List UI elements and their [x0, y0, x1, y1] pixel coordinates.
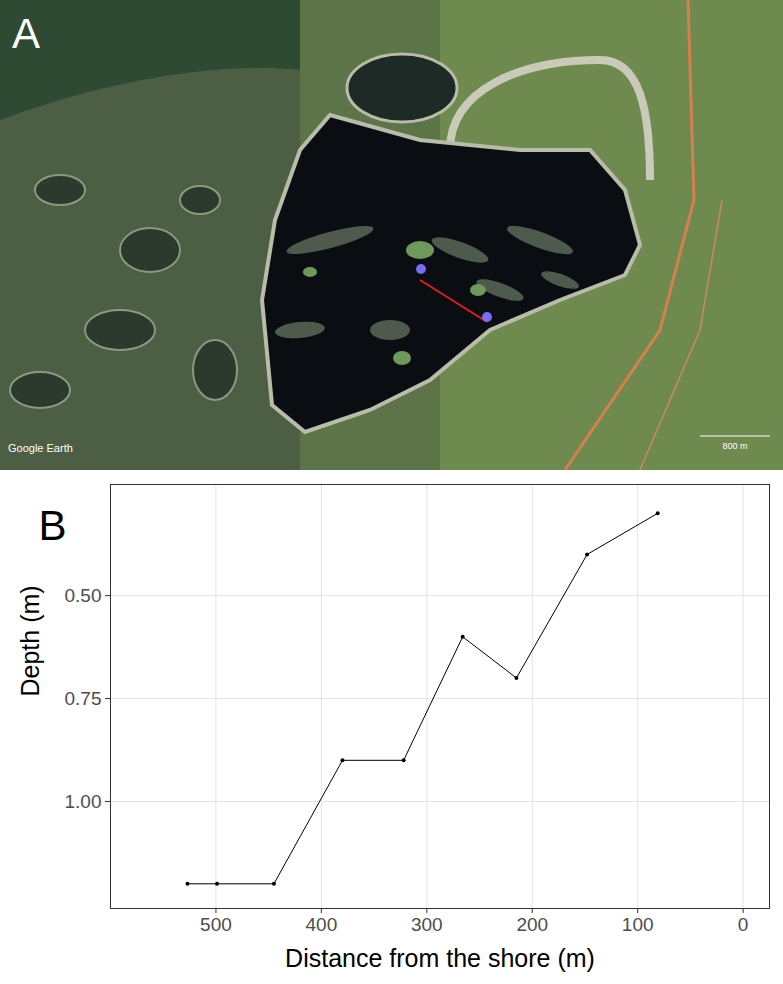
svg-text:300: 300 — [411, 914, 443, 935]
svg-text:1.00: 1.00 — [65, 791, 102, 812]
svg-text:100: 100 — [622, 914, 654, 935]
svg-text:0.50: 0.50 — [65, 585, 102, 606]
svg-text:Distance from the shore (m): Distance from the shore (m) — [285, 944, 595, 972]
svg-text:A: A — [12, 10, 40, 57]
svg-text:0: 0 — [738, 914, 749, 935]
svg-text:B: B — [39, 502, 67, 549]
svg-text:0.75: 0.75 — [65, 688, 102, 709]
svg-text:Depth (m): Depth (m) — [16, 585, 44, 696]
svg-text:400: 400 — [306, 914, 338, 935]
svg-text:Google Earth: Google Earth — [8, 442, 73, 454]
svg-text:800 m: 800 m — [722, 441, 747, 451]
svg-text:500: 500 — [200, 914, 232, 935]
svg-text:200: 200 — [516, 914, 548, 935]
